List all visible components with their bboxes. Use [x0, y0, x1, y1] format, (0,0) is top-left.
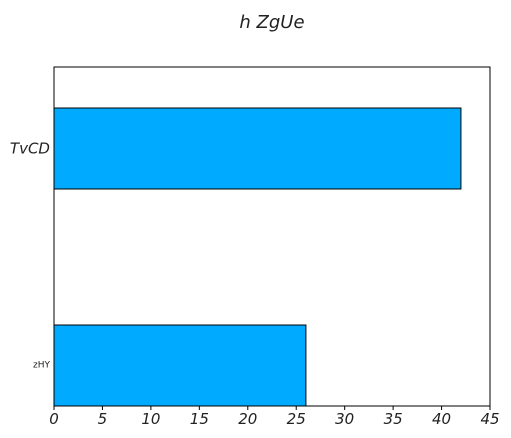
x-tick-label: 15 — [190, 410, 209, 428]
x-tick-label: 35 — [384, 410, 403, 428]
chart-title: h ZgUe — [239, 12, 304, 33]
y-tick-label-tvcd: TvCD — [10, 140, 50, 158]
x-tick-label: 0 — [49, 410, 59, 428]
bar-zhy — [53, 324, 307, 407]
x-axis-ticks: 0 5 10 15 20 25 30 35 40 45 — [49, 406, 500, 428]
bars-layer — [53, 107, 462, 407]
x-tick-label: 10 — [141, 410, 160, 428]
x-tick-label: 40 — [432, 410, 451, 428]
x-tick-label: 5 — [98, 410, 108, 428]
y-tick-label-zhy: zHY — [33, 361, 50, 371]
x-tick-label: 20 — [238, 410, 257, 428]
x-tick-label: 25 — [287, 410, 306, 428]
plot-frame — [53, 66, 491, 407]
bar-tvcd — [53, 107, 462, 190]
x-tick-label: 45 — [480, 410, 499, 428]
x-tick-label: 30 — [335, 410, 354, 428]
y-axis-labels: TvCD zHY — [10, 140, 51, 371]
